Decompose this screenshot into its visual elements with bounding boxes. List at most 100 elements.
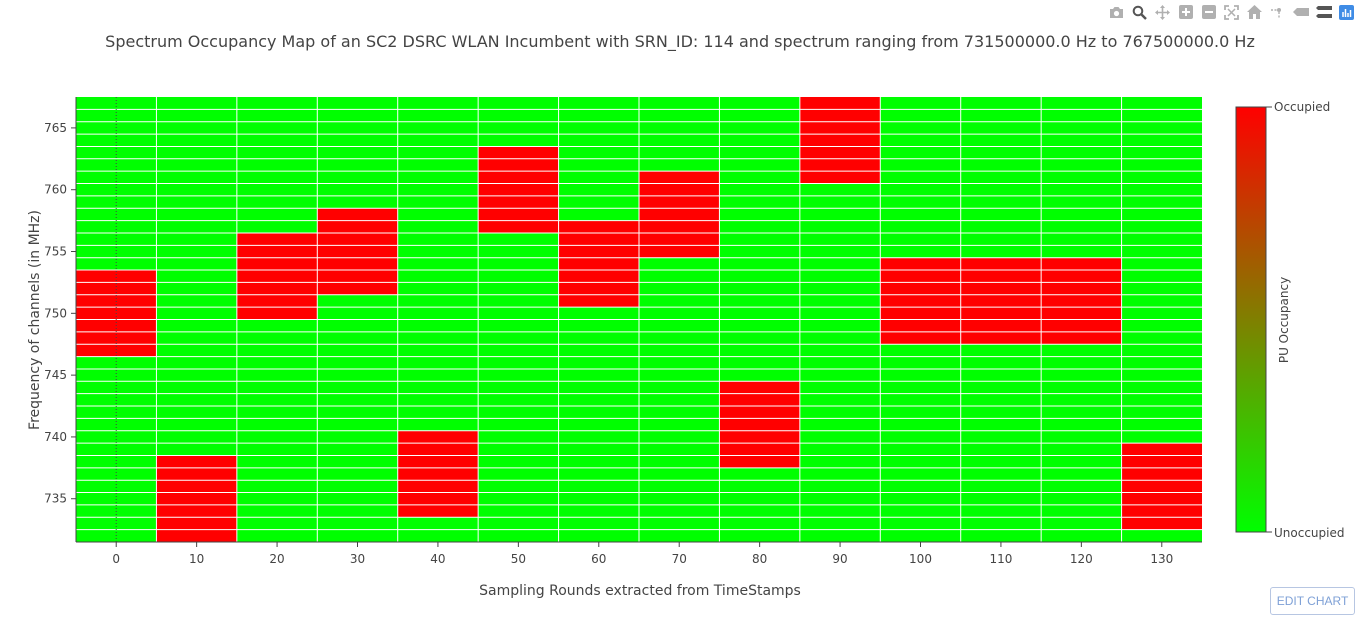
heatmap-cell-unoccupied (558, 381, 639, 394)
heatmap-cell-unoccupied (156, 319, 237, 332)
heatmap-cell-unoccupied (317, 492, 398, 505)
heatmap-cell-unoccupied (639, 430, 720, 444)
heatmap-column (719, 97, 800, 542)
zoom-icon[interactable] (1131, 4, 1148, 21)
heatmap-cell-unoccupied (317, 171, 398, 184)
heatmap-cell-unoccupied (960, 109, 1042, 122)
heatmap-cell-occupied (639, 220, 720, 233)
heatmap-cell-unoccupied (478, 504, 559, 518)
heatmap-cell-unoccupied (156, 245, 237, 258)
heatmap-cell-occupied (76, 294, 157, 308)
x-tick-label: 70 (672, 552, 687, 566)
heatmap-cell-unoccupied (156, 406, 237, 419)
heatmap-cell-unoccupied (156, 97, 237, 110)
heatmap-cell-unoccupied (397, 121, 479, 135)
heatmap-cell-unoccupied (1041, 455, 1122, 468)
reset-axes-icon[interactable] (1246, 4, 1263, 21)
pan-icon[interactable] (1154, 4, 1171, 21)
heatmap-cell-unoccupied (397, 307, 479, 320)
heatmap-cell-unoccupied (76, 232, 157, 246)
camera-icon[interactable] (1108, 4, 1125, 21)
heatmap-cell-unoccupied (558, 307, 639, 320)
heatmap-cell-unoccupied (156, 195, 237, 209)
heatmap-cell-unoccupied (639, 443, 720, 456)
y-axis-ticks: 735 740 745 750 755 760 765 (44, 121, 76, 506)
heatmap-cell-unoccupied (719, 97, 800, 110)
heatmap-cell-occupied (719, 393, 800, 407)
heatmap-cell-unoccupied (1121, 232, 1202, 246)
heatmap-cell-unoccupied (639, 517, 720, 530)
hover-compare-icon[interactable] (1315, 4, 1332, 21)
heatmap-cell-unoccupied (478, 480, 559, 493)
heatmap-cell-unoccupied (639, 146, 720, 159)
heatmap-cell-unoccupied (397, 270, 479, 283)
heatmap-cell-unoccupied (236, 134, 318, 147)
heatmap-cell-unoccupied (799, 455, 881, 468)
heatmap-cell-occupied (156, 467, 237, 481)
heatmap-cell-unoccupied (317, 183, 398, 196)
heatmap-cell-unoccupied (639, 344, 720, 357)
heatmap-cell-occupied (317, 270, 398, 283)
zoom-out-icon[interactable] (1200, 4, 1217, 21)
heatmap-cell-unoccupied (156, 270, 237, 283)
heatmap-cell-unoccupied (960, 517, 1042, 530)
heatmap-cell-unoccupied (799, 282, 881, 295)
x-tick-label: 120 (1070, 552, 1093, 566)
heatmap-cell-occupied (236, 270, 318, 283)
heatmap-column (639, 97, 720, 542)
heatmap-cell-unoccupied (76, 171, 157, 184)
heatmap-cell-unoccupied (558, 183, 639, 196)
heatmap-cell-unoccupied (317, 195, 398, 209)
heatmap-cell-occupied (156, 492, 237, 505)
heatmap-cell-occupied (317, 282, 398, 295)
heatmap-cell-unoccupied (1041, 232, 1122, 246)
heatmap-cell-unoccupied (236, 344, 318, 357)
heatmap-cell-unoccupied (799, 257, 881, 271)
heatmap-column (558, 97, 639, 542)
heatmap-cell-unoccupied (236, 183, 318, 196)
heatmap-cell-occupied (1041, 331, 1122, 345)
heatmap-cell-unoccupied (317, 368, 398, 382)
heatmap-cell-occupied (719, 443, 800, 456)
heatmap-cell-unoccupied (558, 195, 639, 209)
heatmap-cell-unoccupied (236, 195, 318, 209)
heatmap-cell-unoccupied (236, 406, 318, 419)
heatmap-cell-unoccupied (799, 480, 881, 493)
heatmap-cell-unoccupied (719, 121, 800, 135)
edit-chart-button[interactable]: EDIT CHART (1270, 587, 1355, 615)
heatmap-cell-unoccupied (799, 504, 881, 518)
heatmap-cell-unoccupied (397, 158, 479, 172)
heatmap-cell-unoccupied (558, 121, 639, 135)
heatmap-cell-unoccupied (1121, 406, 1202, 419)
autoscale-icon[interactable] (1223, 4, 1240, 21)
hover-closest-icon[interactable] (1292, 4, 1309, 21)
heatmap-cell-unoccupied (880, 109, 961, 122)
zoom-in-icon[interactable] (1177, 4, 1194, 21)
heatmap-column (317, 97, 398, 542)
heatmap-cell-unoccupied (558, 97, 639, 110)
heatmap-cell-unoccupied (639, 331, 720, 345)
spike-lines-icon[interactable] (1269, 4, 1286, 21)
heatmap-cell-unoccupied (236, 480, 318, 493)
heatmap-cell-unoccupied (880, 467, 961, 481)
heatmap-cell-unoccupied (156, 344, 237, 357)
heatmap-cell-occupied (880, 331, 961, 345)
heatmap-column (960, 97, 1042, 542)
heatmap-cell-unoccupied (880, 208, 961, 221)
heatmap-cell-unoccupied (558, 134, 639, 147)
x-tick-label: 100 (909, 552, 932, 566)
heatmap-cell-unoccupied (397, 356, 479, 369)
heatmap-cell-unoccupied (236, 467, 318, 481)
heatmap-cell-unoccupied (156, 294, 237, 308)
colorbar-title: PU Occupancy (1277, 277, 1291, 363)
heatmap-cell-unoccupied (478, 393, 559, 407)
heatmap-cell-unoccupied (960, 208, 1042, 221)
heatmap-cell-unoccupied (236, 356, 318, 369)
heatmap-cell-occupied (1121, 517, 1202, 530)
heatmap-cell-unoccupied (156, 183, 237, 196)
heatmap-cell-unoccupied (1041, 480, 1122, 493)
plotly-logo-icon[interactable] (1338, 4, 1355, 21)
heatmap-cell-unoccupied (880, 406, 961, 419)
heatmap-cell-unoccupied (1041, 356, 1122, 369)
heatmap-cell-unoccupied (156, 208, 237, 221)
